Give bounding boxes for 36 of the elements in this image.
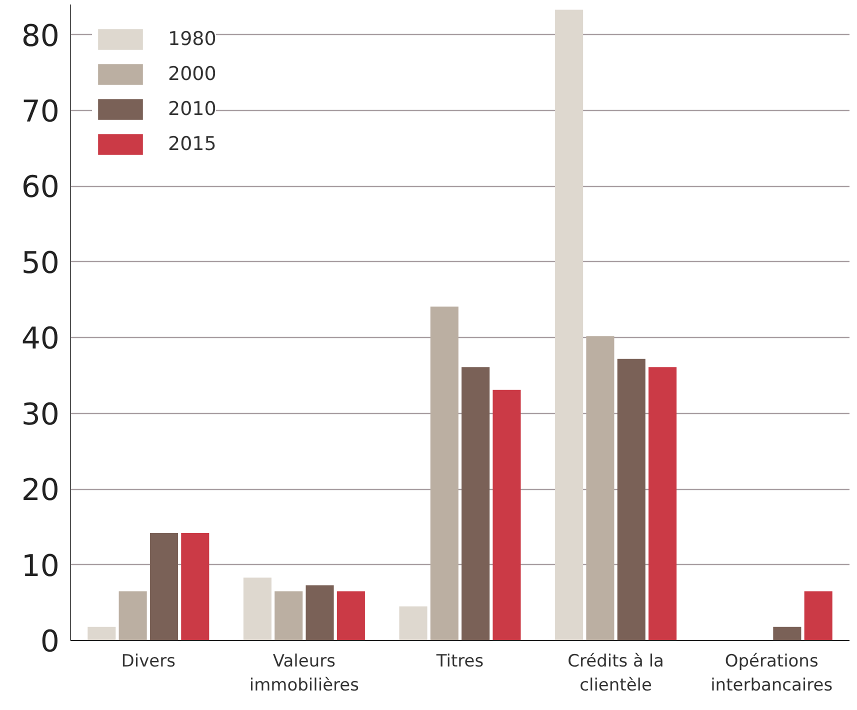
bar [150,532,178,640]
x-tick-label: Valeurs immobilières [249,652,360,696]
y-tick-label: 30 [21,397,60,432]
legend-label: 2000 [168,63,216,85]
y-tick-label: 0 [40,624,60,660]
bar [462,367,490,640]
bar [118,591,147,640]
bar [274,591,303,640]
bar [399,606,428,640]
bar [804,591,832,640]
y-tick-label: 70 [21,94,60,130]
bar [555,10,584,640]
bar [617,358,646,640]
bar [773,626,802,640]
y-tick-label: 20 [21,473,60,508]
legend-label: 1980 [168,28,216,50]
bar [336,591,365,640]
legend-label: 2015 [168,133,216,155]
bar [430,306,458,640]
bar [243,578,272,640]
bar [306,585,334,640]
y-tick-label: 10 [21,548,60,584]
bar [586,336,614,640]
bar [181,532,210,640]
bar [88,626,116,640]
legend-label: 2010 [168,98,216,120]
x-tick-label: Titres [435,652,484,672]
y-tick-label: 80 [21,18,60,54]
bar [648,367,677,640]
y-tick-label: 40 [21,322,60,357]
x-tick-label: Crédits à la clientèle [568,652,664,696]
bar [492,390,521,640]
y-tick-label: 60 [21,170,60,206]
x-tick-label: Divers [121,652,176,672]
x-tick-label: Opérations interbancaires [710,652,833,696]
y-tick-label: 50 [21,246,60,281]
